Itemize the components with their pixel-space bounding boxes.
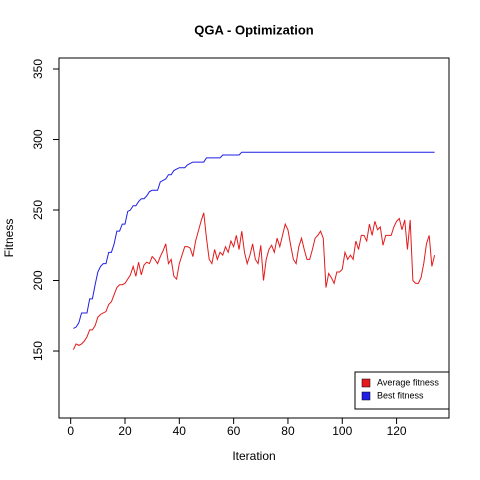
plot-box <box>58 57 450 419</box>
x-tick-label: 100 <box>332 424 352 438</box>
x-tick-label: 60 <box>227 424 241 438</box>
x-tick-label: 120 <box>387 424 407 438</box>
y-tick-label: 350 <box>31 59 45 79</box>
x-axis-label: Iteration <box>232 449 275 463</box>
y-tick-label: 250 <box>31 200 45 220</box>
legend-swatch <box>361 378 371 388</box>
line-series <box>73 151 435 329</box>
legend-swatch <box>361 391 371 401</box>
legend-label: Best fitness <box>377 390 424 400</box>
chart-title: QGA - Optimization <box>194 22 313 37</box>
y-axis-label: Fitness <box>2 219 16 258</box>
x-tick-label: 80 <box>281 424 295 438</box>
y-tick-label: 200 <box>31 270 45 290</box>
x-tick-label: 40 <box>173 424 187 438</box>
y-tick-label: 150 <box>31 341 45 361</box>
x-tick-label: 0 <box>67 424 74 438</box>
x-tick-label: 20 <box>118 424 132 438</box>
line-series <box>72 212 436 350</box>
legend-label: Average fitness <box>377 377 439 387</box>
legend-box <box>354 371 450 410</box>
y-tick-label: 300 <box>31 129 45 149</box>
